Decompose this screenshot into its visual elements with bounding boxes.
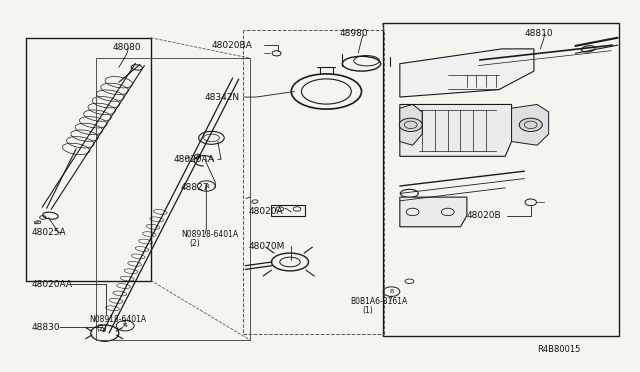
- Text: B0B1A6-B161A: B0B1A6-B161A: [351, 297, 408, 306]
- Polygon shape: [400, 105, 511, 156]
- Text: 48025A: 48025A: [31, 228, 66, 237]
- Text: 48080: 48080: [113, 42, 141, 51]
- Text: (1): (1): [362, 307, 373, 315]
- Text: 48020AA: 48020AA: [31, 280, 72, 289]
- Text: (2): (2): [97, 324, 108, 333]
- Text: N08918-6401A: N08918-6401A: [89, 315, 146, 324]
- Polygon shape: [400, 105, 422, 145]
- Circle shape: [519, 118, 542, 132]
- Text: 48020A: 48020A: [248, 208, 283, 217]
- Text: 48830: 48830: [31, 323, 60, 332]
- Polygon shape: [400, 49, 534, 97]
- Polygon shape: [400, 197, 467, 227]
- Circle shape: [399, 118, 422, 132]
- Text: (2): (2): [189, 239, 200, 248]
- Text: 48810: 48810: [524, 29, 553, 38]
- Text: R4B80015: R4B80015: [537, 345, 580, 354]
- Text: 48020B: 48020B: [467, 211, 502, 220]
- Text: 48980: 48980: [339, 29, 368, 38]
- Polygon shape: [511, 105, 548, 145]
- Text: 48070M: 48070M: [248, 241, 285, 250]
- Text: 48020BA: 48020BA: [211, 41, 252, 50]
- Text: 48827: 48827: [180, 183, 209, 192]
- Text: N: N: [204, 183, 209, 189]
- Text: B: B: [389, 289, 394, 294]
- Text: N: N: [123, 323, 127, 328]
- Text: N08918-6401A: N08918-6401A: [180, 230, 238, 239]
- Text: 48020AA: 48020AA: [173, 155, 214, 164]
- Text: 48342N: 48342N: [205, 93, 240, 102]
